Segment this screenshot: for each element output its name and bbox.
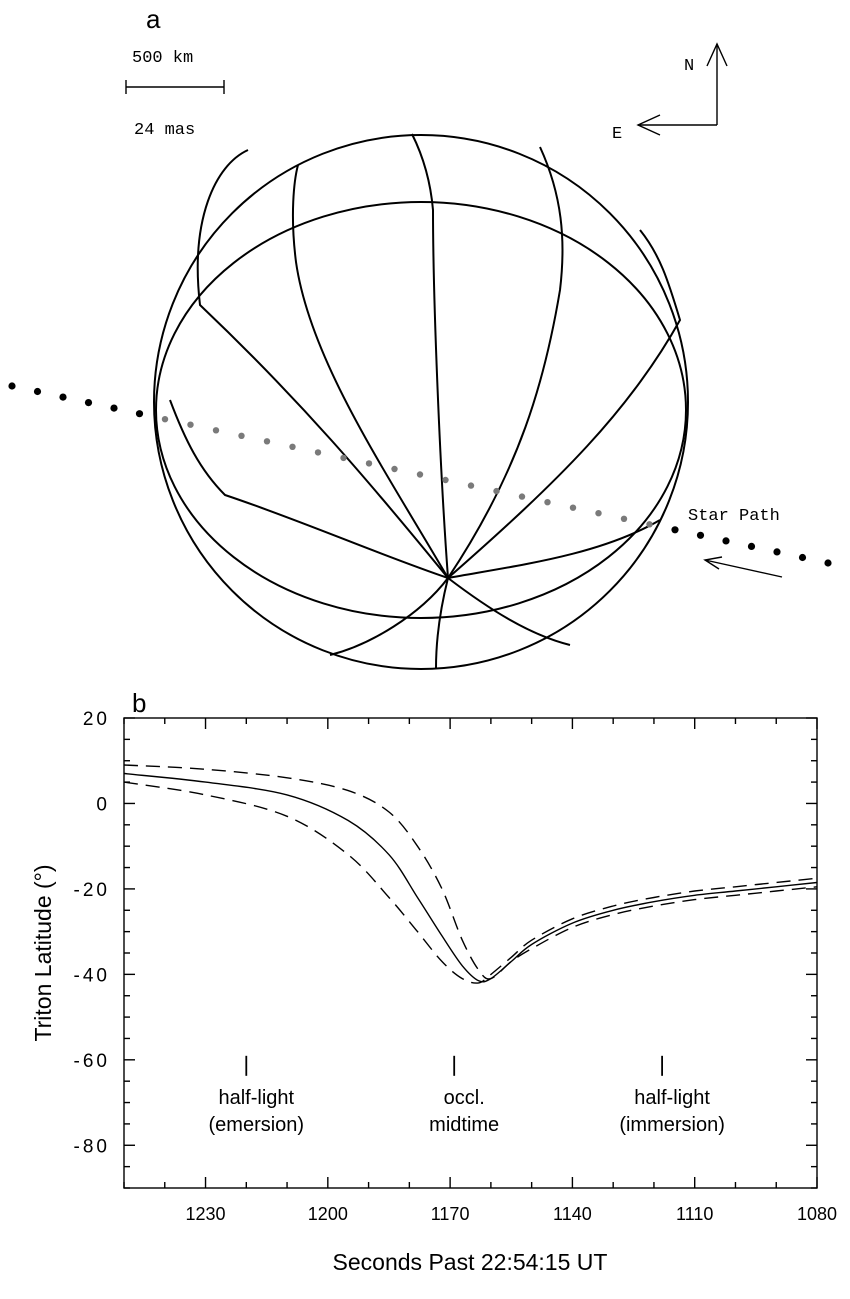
meridian (411, 133, 449, 579)
star-path-dot (620, 515, 628, 522)
x-tick-label: 1200 (308, 1204, 348, 1224)
meridian (435, 577, 449, 669)
event-label: (emersion) (209, 1114, 305, 1136)
dashed-series-line (123, 781, 818, 984)
east-arrow-head (636, 114, 661, 136)
north-label: N (684, 57, 694, 76)
series-layer (123, 764, 818, 984)
meridian (196, 149, 449, 579)
x-tick-label: 1170 (431, 1204, 470, 1224)
star-path-dot (187, 421, 194, 428)
star-path-direction-arrow-head (703, 556, 723, 570)
star-path-dot (824, 559, 832, 567)
star-path-dot (8, 382, 16, 390)
event-label: midtime (429, 1114, 499, 1136)
x-axis-label: Seconds Past 22:54:15 UT (333, 1249, 608, 1275)
scale-bar-angle-label: 24 mas (134, 121, 195, 140)
event-label: occl. (444, 1087, 485, 1109)
x-tick-label: 1080 (797, 1204, 837, 1224)
star-path-dot (212, 427, 220, 434)
y-tick-label: -60 (74, 1051, 110, 1072)
panel-b-label: b (132, 688, 146, 718)
y-tick-label: 0 (96, 794, 110, 815)
star-path-dot (773, 548, 781, 556)
star-path-dot (340, 454, 347, 462)
y-tick-labels: 20 0 -20 -40 -60 -80 (74, 709, 110, 1157)
panel-a-label: a (146, 4, 161, 34)
solid-series-line (123, 772, 818, 983)
star-path-dot (798, 553, 807, 562)
scale-bar-distance-label: 500 km (132, 49, 193, 68)
star-path-dot (33, 387, 42, 396)
panel-a: a 500 km 24 mas N E (8, 4, 832, 670)
meridian (329, 577, 449, 656)
event-label: half-light (218, 1087, 294, 1109)
y-tick-label: -40 (74, 965, 110, 986)
star-path-dot (59, 393, 67, 401)
x-tick-label: 1230 (186, 1204, 226, 1224)
meridian (447, 146, 564, 579)
triton-globe (153, 133, 689, 670)
star-path-dot (135, 410, 144, 418)
east-label: E (612, 125, 622, 144)
meridian (169, 399, 449, 579)
x-tick-label: 1110 (676, 1204, 713, 1224)
star-path-dot (110, 404, 118, 412)
x-tick-label: 1140 (553, 1204, 592, 1224)
star-path-dot (416, 471, 424, 478)
star-path-dot (722, 537, 730, 545)
star-path-dot (747, 542, 756, 551)
compass: N E (612, 42, 728, 144)
globe-limb (153, 134, 689, 670)
axis-ticks (123, 717, 818, 1189)
north-arrow-head (706, 42, 728, 67)
event-annotations: half-light (emersion) occl. midtime half-lig… (209, 1055, 725, 1136)
star-path-dot (289, 443, 296, 450)
y-tick-label: -20 (74, 880, 110, 901)
star-path-dot (365, 460, 373, 467)
star-path-dot (696, 531, 705, 539)
star-path-dot (493, 487, 500, 495)
star-path-dot (595, 510, 602, 517)
star-path-dot (391, 465, 398, 473)
event-label: (immersion) (619, 1114, 725, 1136)
star-path-dot (84, 399, 93, 407)
star-path-label: Star Path (688, 507, 780, 526)
star-path-dot (544, 499, 551, 506)
meridian (447, 229, 682, 579)
scale-bar: 500 km 24 mas (125, 49, 225, 140)
star-path-dot (518, 493, 526, 500)
event-label: half-light (634, 1087, 710, 1109)
panel-b: b 1230 1200 1170 1140 1110 1080 20 0 -20 -40 -60 -… (30, 688, 837, 1275)
meridian (291, 164, 449, 579)
star-path-dot (671, 526, 679, 534)
star-path-dot (569, 504, 577, 511)
meridian (447, 519, 661, 579)
star-path-dot (646, 521, 653, 528)
star-path-dot (467, 482, 475, 489)
dashed-series-line (123, 764, 818, 980)
star-path (8, 382, 832, 567)
y-tick-label: -80 (74, 1136, 110, 1157)
star-path-dot (263, 438, 271, 445)
star-path-direction-arrow (704, 559, 783, 578)
star-path-dot (238, 432, 245, 439)
star-path-dot (442, 476, 449, 484)
x-tick-labels: 1230 1200 1170 1140 1110 1080 (186, 1204, 838, 1224)
meridian (447, 577, 571, 646)
y-axis-label: Triton Latitude (°) (30, 864, 56, 1041)
star-path-dot (161, 416, 169, 423)
globe-equator (155, 201, 687, 619)
star-path-dot (314, 449, 322, 456)
y-tick-label: 20 (83, 709, 110, 730)
